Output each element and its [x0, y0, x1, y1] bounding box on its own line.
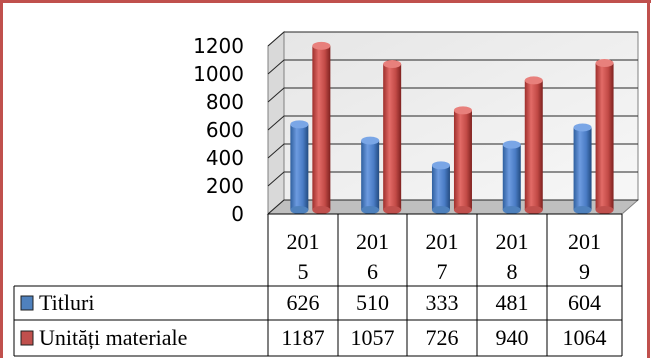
table-value: 1064	[563, 325, 607, 350]
y-tick-label: 0	[231, 202, 244, 226]
gridline	[267, 87, 638, 103]
series-label: Unități materiale	[39, 325, 187, 350]
gridline	[267, 59, 638, 75]
category-label-line2: 9	[579, 259, 590, 284]
bar-body	[573, 127, 592, 210]
y-axis: 0 200 400 600 800 1000 1200	[193, 34, 244, 226]
table-value: 726	[426, 325, 459, 350]
bar	[290, 120, 309, 214]
bar-body	[361, 140, 380, 210]
bar-base	[383, 206, 402, 214]
bar-top	[524, 76, 543, 85]
y-tick-label: 600	[206, 118, 244, 142]
bar-body	[383, 64, 402, 211]
bar-top	[453, 106, 472, 115]
category-label-line1: 201	[568, 229, 601, 254]
legend-key	[20, 330, 34, 346]
table-value: 333	[426, 290, 459, 315]
bar-base	[431, 206, 450, 214]
y-tick-label: 400	[206, 146, 244, 170]
bar-body	[312, 45, 331, 210]
chart-frame-right-border	[647, 0, 650, 358]
category-label-line2: 6	[367, 259, 378, 284]
category-label-line1: 201	[496, 229, 529, 254]
bar-base	[502, 206, 521, 214]
bar-base	[595, 206, 614, 214]
bar	[595, 59, 614, 214]
category-label-line1: 201	[356, 229, 389, 254]
bar-base	[453, 206, 472, 214]
bar	[431, 161, 450, 214]
bar	[453, 106, 472, 214]
table-value: 626	[287, 290, 320, 315]
category-label-line2: 8	[507, 259, 518, 284]
table-value: 940	[496, 325, 529, 350]
category-label-line1: 201	[287, 229, 320, 254]
table-value: 510	[356, 290, 389, 315]
data-table: 201 5 201 6 201 7 201 8 201 9 Titluri 626 510 333 481 6…	[13, 213, 623, 357]
bar	[573, 123, 592, 214]
y-tick-label: 1200	[193, 34, 244, 58]
bar-top	[312, 41, 331, 50]
bar-base	[573, 206, 592, 214]
bar-body	[595, 63, 614, 210]
bar-top	[431, 161, 450, 170]
series-label: Titluri	[39, 290, 94, 315]
bar-top	[290, 120, 309, 129]
gridline	[267, 31, 638, 47]
table-value: 1057	[351, 325, 395, 350]
category-label-line2: 7	[437, 259, 448, 284]
bar-base	[312, 206, 331, 214]
bar-body	[502, 144, 521, 210]
bar-body	[524, 80, 543, 211]
y-tick-label: 800	[206, 90, 244, 114]
bar-body	[431, 165, 450, 210]
bar	[383, 60, 402, 214]
table-value: 604	[568, 290, 601, 315]
bar-base	[361, 206, 380, 214]
table-value: 481	[496, 290, 529, 315]
bar-body	[290, 124, 309, 210]
category-label-line2: 5	[298, 259, 309, 284]
gridline	[267, 115, 638, 131]
bar-base	[524, 206, 543, 214]
category-label-line1: 201	[426, 229, 459, 254]
bar-top	[573, 123, 592, 132]
bar-top	[595, 59, 614, 68]
bars	[290, 41, 614, 214]
bar	[524, 76, 543, 214]
legend-key	[20, 295, 34, 311]
table-value: 1187	[281, 325, 324, 350]
bar-top	[383, 60, 402, 69]
bar	[502, 140, 521, 214]
bar-body	[453, 110, 472, 210]
bar-top	[361, 136, 380, 145]
bar-top	[502, 140, 521, 149]
bar	[361, 136, 380, 214]
bar	[312, 41, 331, 214]
bar-base	[290, 206, 309, 214]
y-tick-label: 1000	[193, 62, 244, 86]
y-tick-label: 200	[206, 174, 244, 198]
